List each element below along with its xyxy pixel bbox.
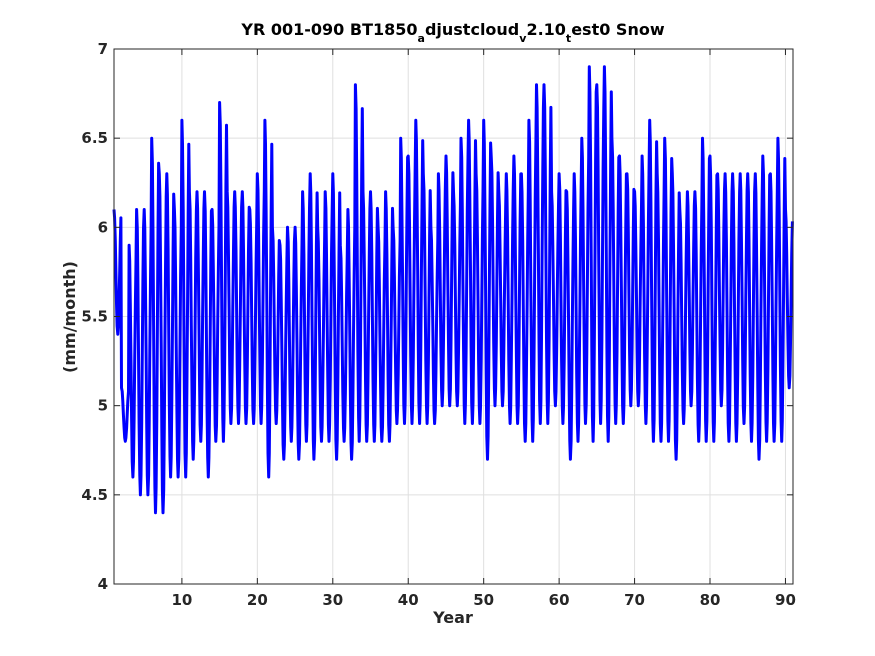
title-part-3: v — [519, 32, 527, 45]
chart-title: YR 001-090 BT1850adjustcloudv2.10test0 S… — [240, 20, 664, 45]
x-tick-label-80: 80 — [700, 591, 721, 609]
x-axis-label: Year — [432, 608, 473, 627]
title-part-1: a — [418, 32, 425, 45]
x-tick-label-40: 40 — [398, 591, 419, 609]
series-line-0 — [112, 65, 794, 515]
title-part-5: t — [566, 32, 571, 45]
x-tick-label-30: 30 — [322, 591, 343, 609]
x-tick-label-70: 70 — [624, 591, 645, 609]
y-tick-label-1: 4.5 — [81, 486, 108, 504]
y-tick-label-4: 6 — [98, 218, 108, 236]
x-tick-labels: 10 20 30 40 50 60 70 80 90 — [171, 591, 795, 609]
x-tick-label-50: 50 — [473, 591, 494, 609]
x-tick-label-60: 60 — [549, 591, 570, 609]
x-tick-label-20: 20 — [247, 591, 268, 609]
y-tick-label-6: 7 — [98, 40, 108, 58]
tick-marks — [114, 48, 793, 585]
title-part-4: 2.10 — [526, 20, 565, 39]
y-axis-label: (mm/month) — [60, 261, 79, 373]
x-tick-label-90: 90 — [775, 591, 796, 609]
title-part-0: YR 001-090 BT1850 — [240, 20, 417, 39]
y-tick-label-3: 5.5 — [81, 308, 108, 326]
y-tick-label-5: 6.5 — [81, 129, 108, 147]
y-tick-labels: 4 4.5 5 5.5 6 6.5 7 — [81, 40, 108, 593]
title-part-2: djustcloud — [425, 20, 519, 39]
y-tick-label-0: 4 — [98, 575, 108, 593]
x-tick-label-10: 10 — [171, 591, 192, 609]
series-layer — [112, 65, 794, 515]
title-part-6: est0 Snow — [571, 20, 665, 39]
y-tick-label-2: 5 — [98, 397, 108, 415]
